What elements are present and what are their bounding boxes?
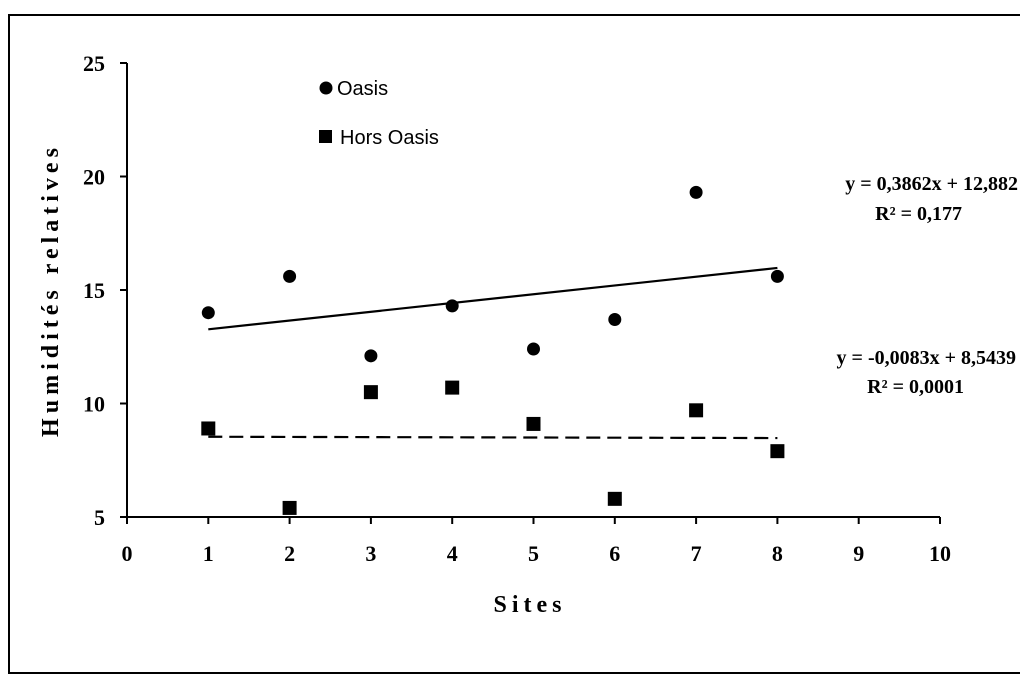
x-tick-label: 1 — [203, 541, 214, 566]
legend-hors-oasis-marker — [319, 130, 332, 143]
x-tick-label: 10 — [929, 541, 951, 566]
hors-oasis-point — [445, 380, 460, 395]
x-tick-label: 9 — [853, 541, 864, 566]
x-tick-label: 5 — [528, 541, 539, 566]
trendlines — [208, 266, 778, 440]
trendline-hors-oasis — [208, 435, 778, 440]
y-tick-label: 10 — [83, 392, 105, 417]
hors-oasis-point — [201, 421, 216, 436]
trend-annotations: y = 0,3862x + 12,882 R² = 0,177 y = -0,0… — [837, 173, 1018, 398]
oasis-point — [527, 342, 540, 356]
hors-oasis-point — [282, 500, 297, 515]
legend: Oasis Hors Oasis — [319, 78, 439, 149]
hors-oasis-point — [526, 416, 541, 431]
oasis-point — [201, 306, 215, 320]
oasis-point — [364, 349, 378, 363]
oasis-point — [770, 269, 784, 283]
y-tick-label: 15 — [83, 278, 105, 303]
x-tick-label: 7 — [691, 541, 702, 566]
oasis-point — [283, 269, 297, 283]
x-tick-label: 6 — [609, 541, 620, 566]
x-tick-label: 2 — [284, 541, 295, 566]
oasis-point — [689, 185, 703, 199]
hors-oasis-point — [689, 403, 704, 418]
trendline-oasis — [208, 266, 778, 331]
chart-frame — [8, 14, 1020, 674]
y-axis-label: Humidités relatives — [38, 143, 64, 437]
axes — [126, 63, 940, 518]
data-points — [201, 185, 785, 515]
oasis-trend-equation: y = 0,3862x + 12,882 — [845, 173, 1018, 195]
hors-oasis-point — [607, 491, 622, 506]
scatter-chart: 0 1 2 3 4 5 6 7 8 9 10 5 10 15 20 25 Sites Humidités re… — [38, 51, 1018, 618]
hors-oasis-point — [363, 385, 378, 400]
x-tick-label: 3 — [365, 541, 376, 566]
y-tick-label: 5 — [94, 505, 105, 530]
oasis-trend-r2: R² = 0,177 — [875, 203, 962, 225]
legend-oasis-label: Oasis — [337, 78, 388, 100]
legend-oasis-marker — [319, 81, 333, 95]
x-tick-label: 0 — [122, 541, 133, 566]
x-axis-label: Sites — [494, 592, 567, 618]
hors-oasis-trend-equation: y = -0,0083x + 8,5439 — [837, 347, 1016, 369]
ticks: 0 1 2 3 4 5 6 7 8 9 10 5 10 15 20 25 — [83, 51, 951, 566]
legend-hors-oasis-label: Hors Oasis — [340, 127, 439, 149]
oasis-point — [445, 299, 459, 313]
oasis-point — [608, 313, 622, 327]
hors-oasis-trend-r2: R² = 0,0001 — [867, 376, 964, 398]
y-tick-label: 20 — [83, 165, 105, 190]
x-tick-label: 8 — [772, 541, 783, 566]
x-tick-label: 4 — [447, 541, 458, 566]
hors-oasis-point — [770, 444, 785, 459]
y-tick-label: 25 — [83, 51, 105, 76]
